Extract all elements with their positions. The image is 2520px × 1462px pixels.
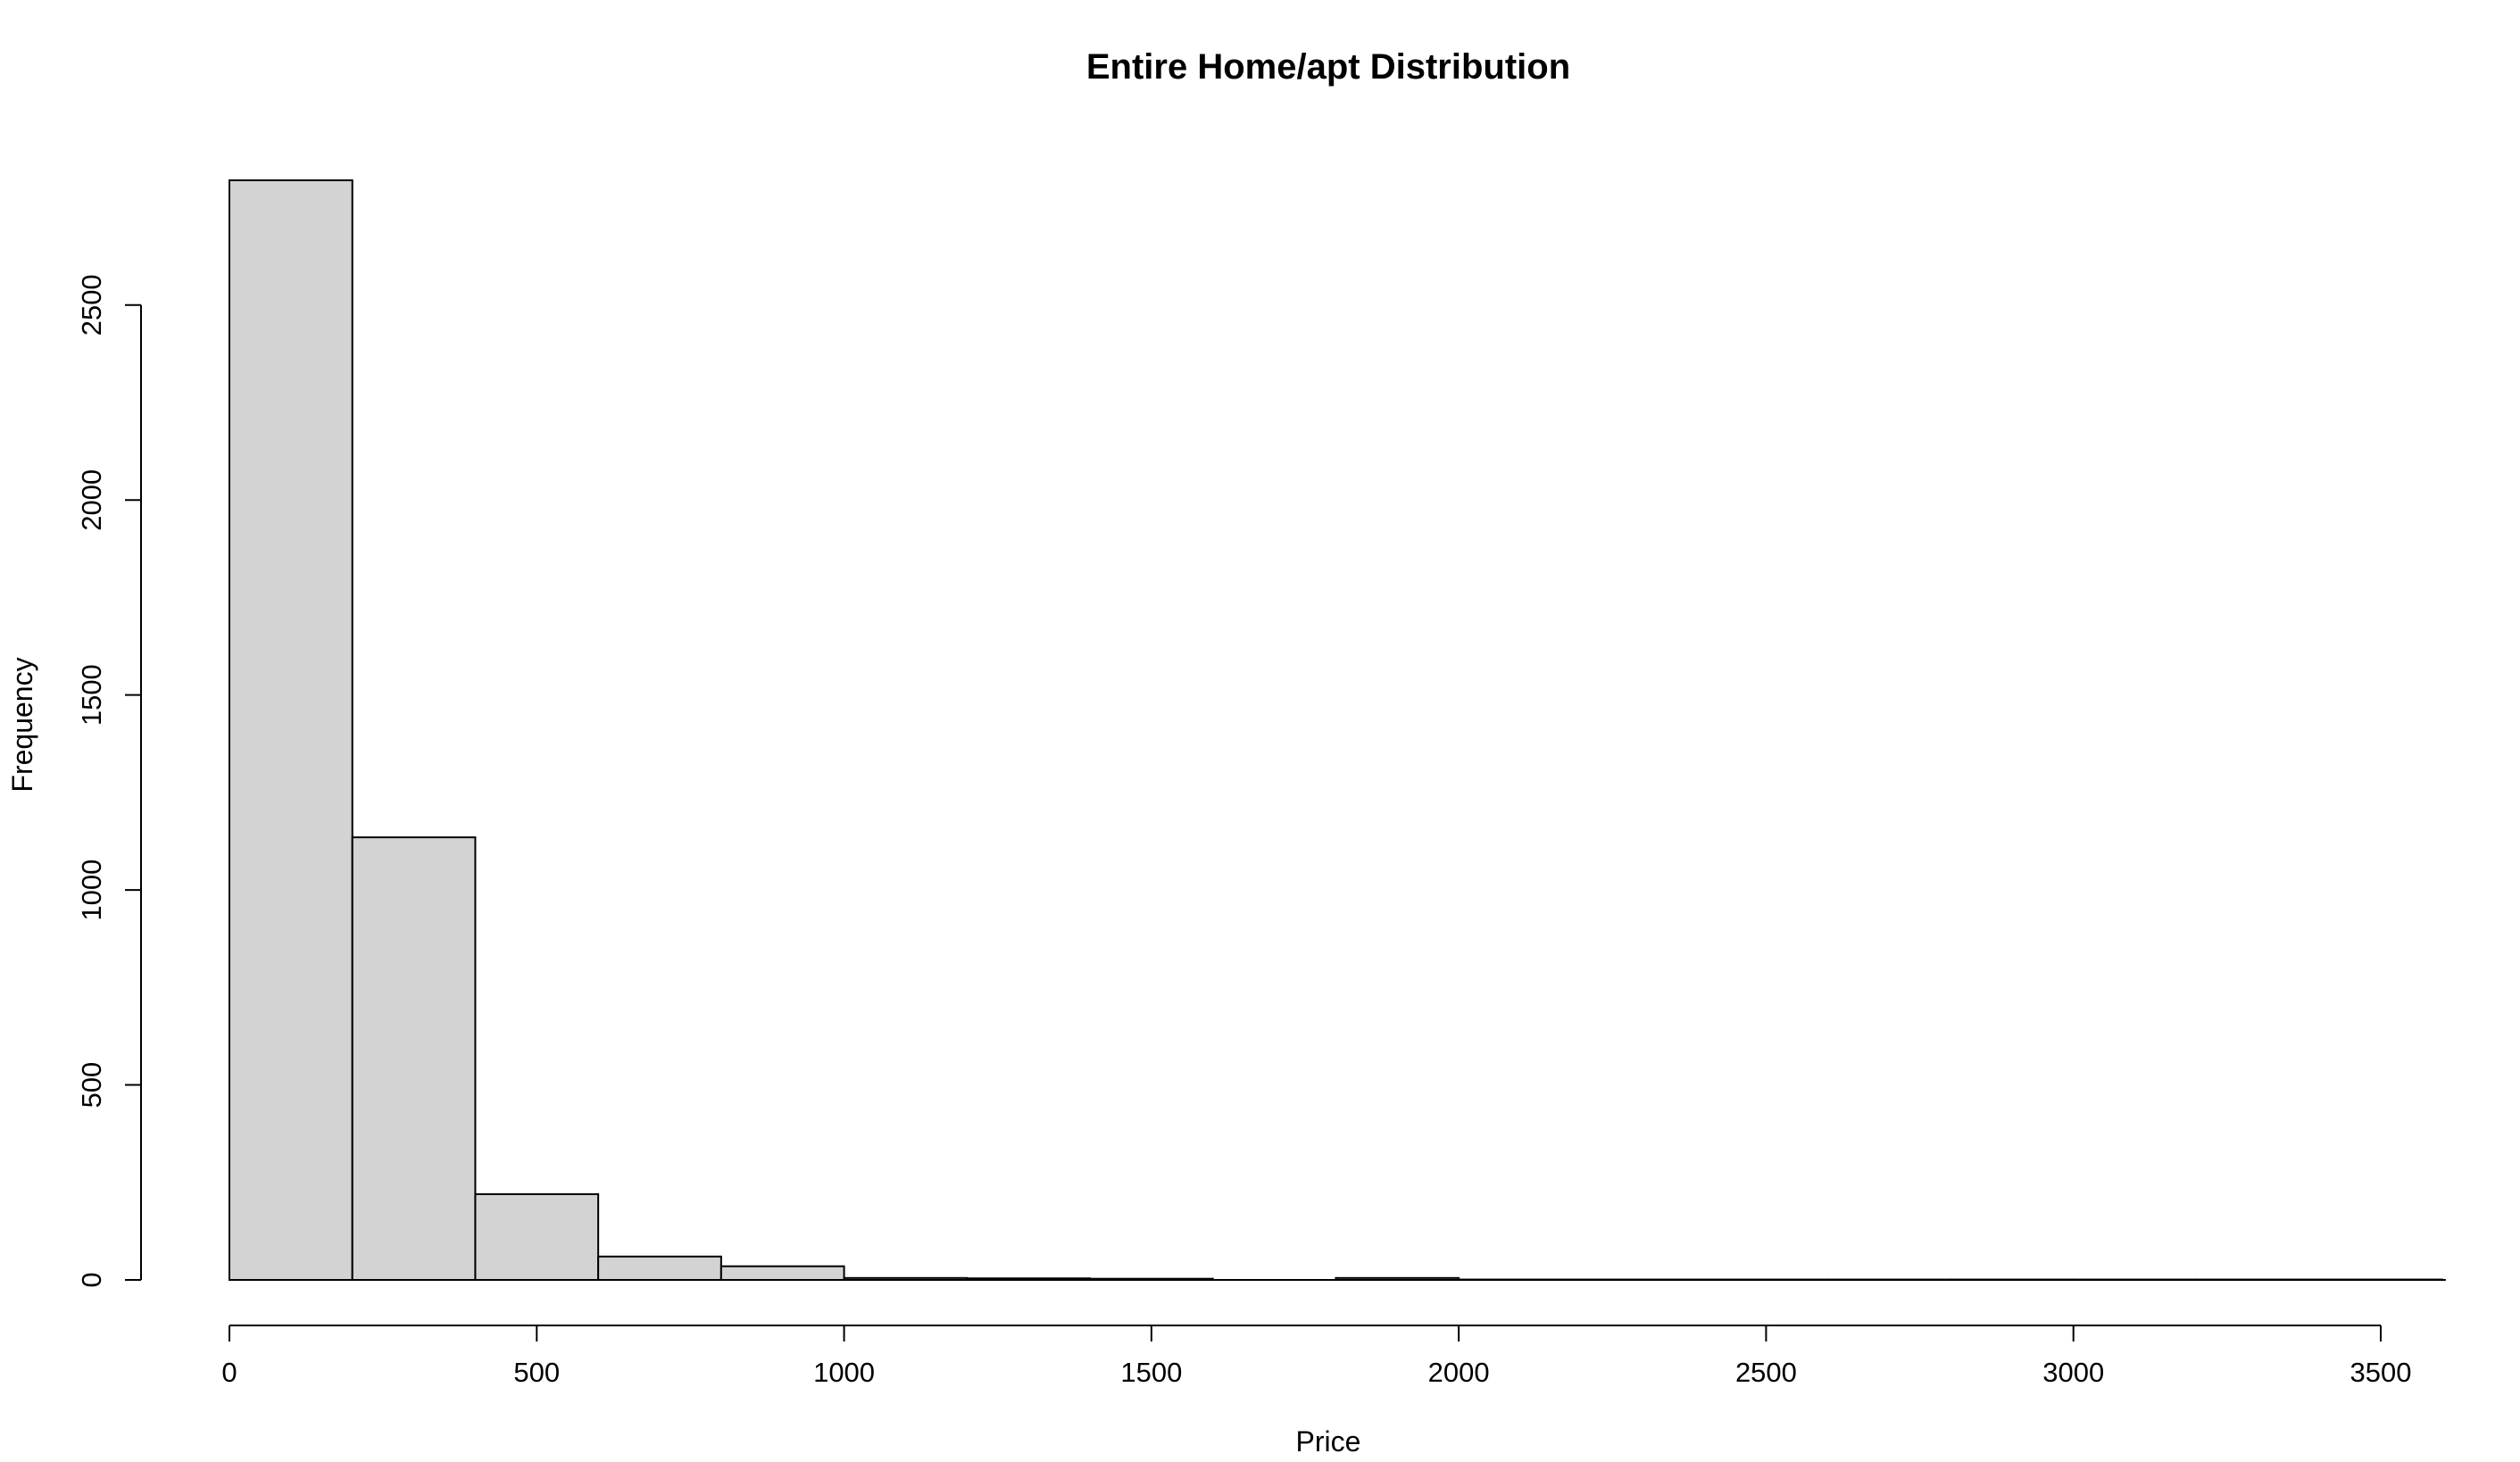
x-tick-label: 2000 (1428, 1357, 1490, 1388)
histogram-bar (597, 1255, 722, 1281)
y-tick-label: 0 (76, 1272, 107, 1287)
histogram-bar (229, 179, 353, 1281)
x-axis-label: Price (1296, 1425, 1361, 1458)
x-tick-label: 1000 (813, 1357, 875, 1388)
bars-group (229, 179, 2446, 1282)
y-tick-label: 1500 (76, 664, 107, 726)
y-tick-label: 1000 (76, 860, 107, 921)
x-tick-label: 2500 (1735, 1357, 1797, 1388)
y-tick-label: 2000 (76, 469, 107, 531)
x-tick-label: 3500 (2350, 1357, 2412, 1388)
histogram-bar (474, 1192, 600, 1281)
y-axis: 0 500 1000 1500 2000 2500 (76, 274, 142, 1288)
y-tick-label: 500 (76, 1062, 107, 1109)
x-tick-label: 3000 (2042, 1357, 2104, 1388)
histogram-bar (719, 1265, 845, 1282)
x-tick-label: 1500 (1120, 1357, 1182, 1388)
x-tick-label: 500 (513, 1357, 560, 1388)
y-axis-label: Frequency (6, 657, 38, 792)
chart-title: Entire Home/apt Distribution (1086, 47, 1570, 87)
x-tick-label: 0 (221, 1357, 237, 1388)
x-axis: 0 500 1000 1500 2000 2500 3000 3500 (221, 1325, 2411, 1388)
y-tick-label: 2500 (76, 274, 107, 336)
histogram-bar (351, 836, 477, 1281)
